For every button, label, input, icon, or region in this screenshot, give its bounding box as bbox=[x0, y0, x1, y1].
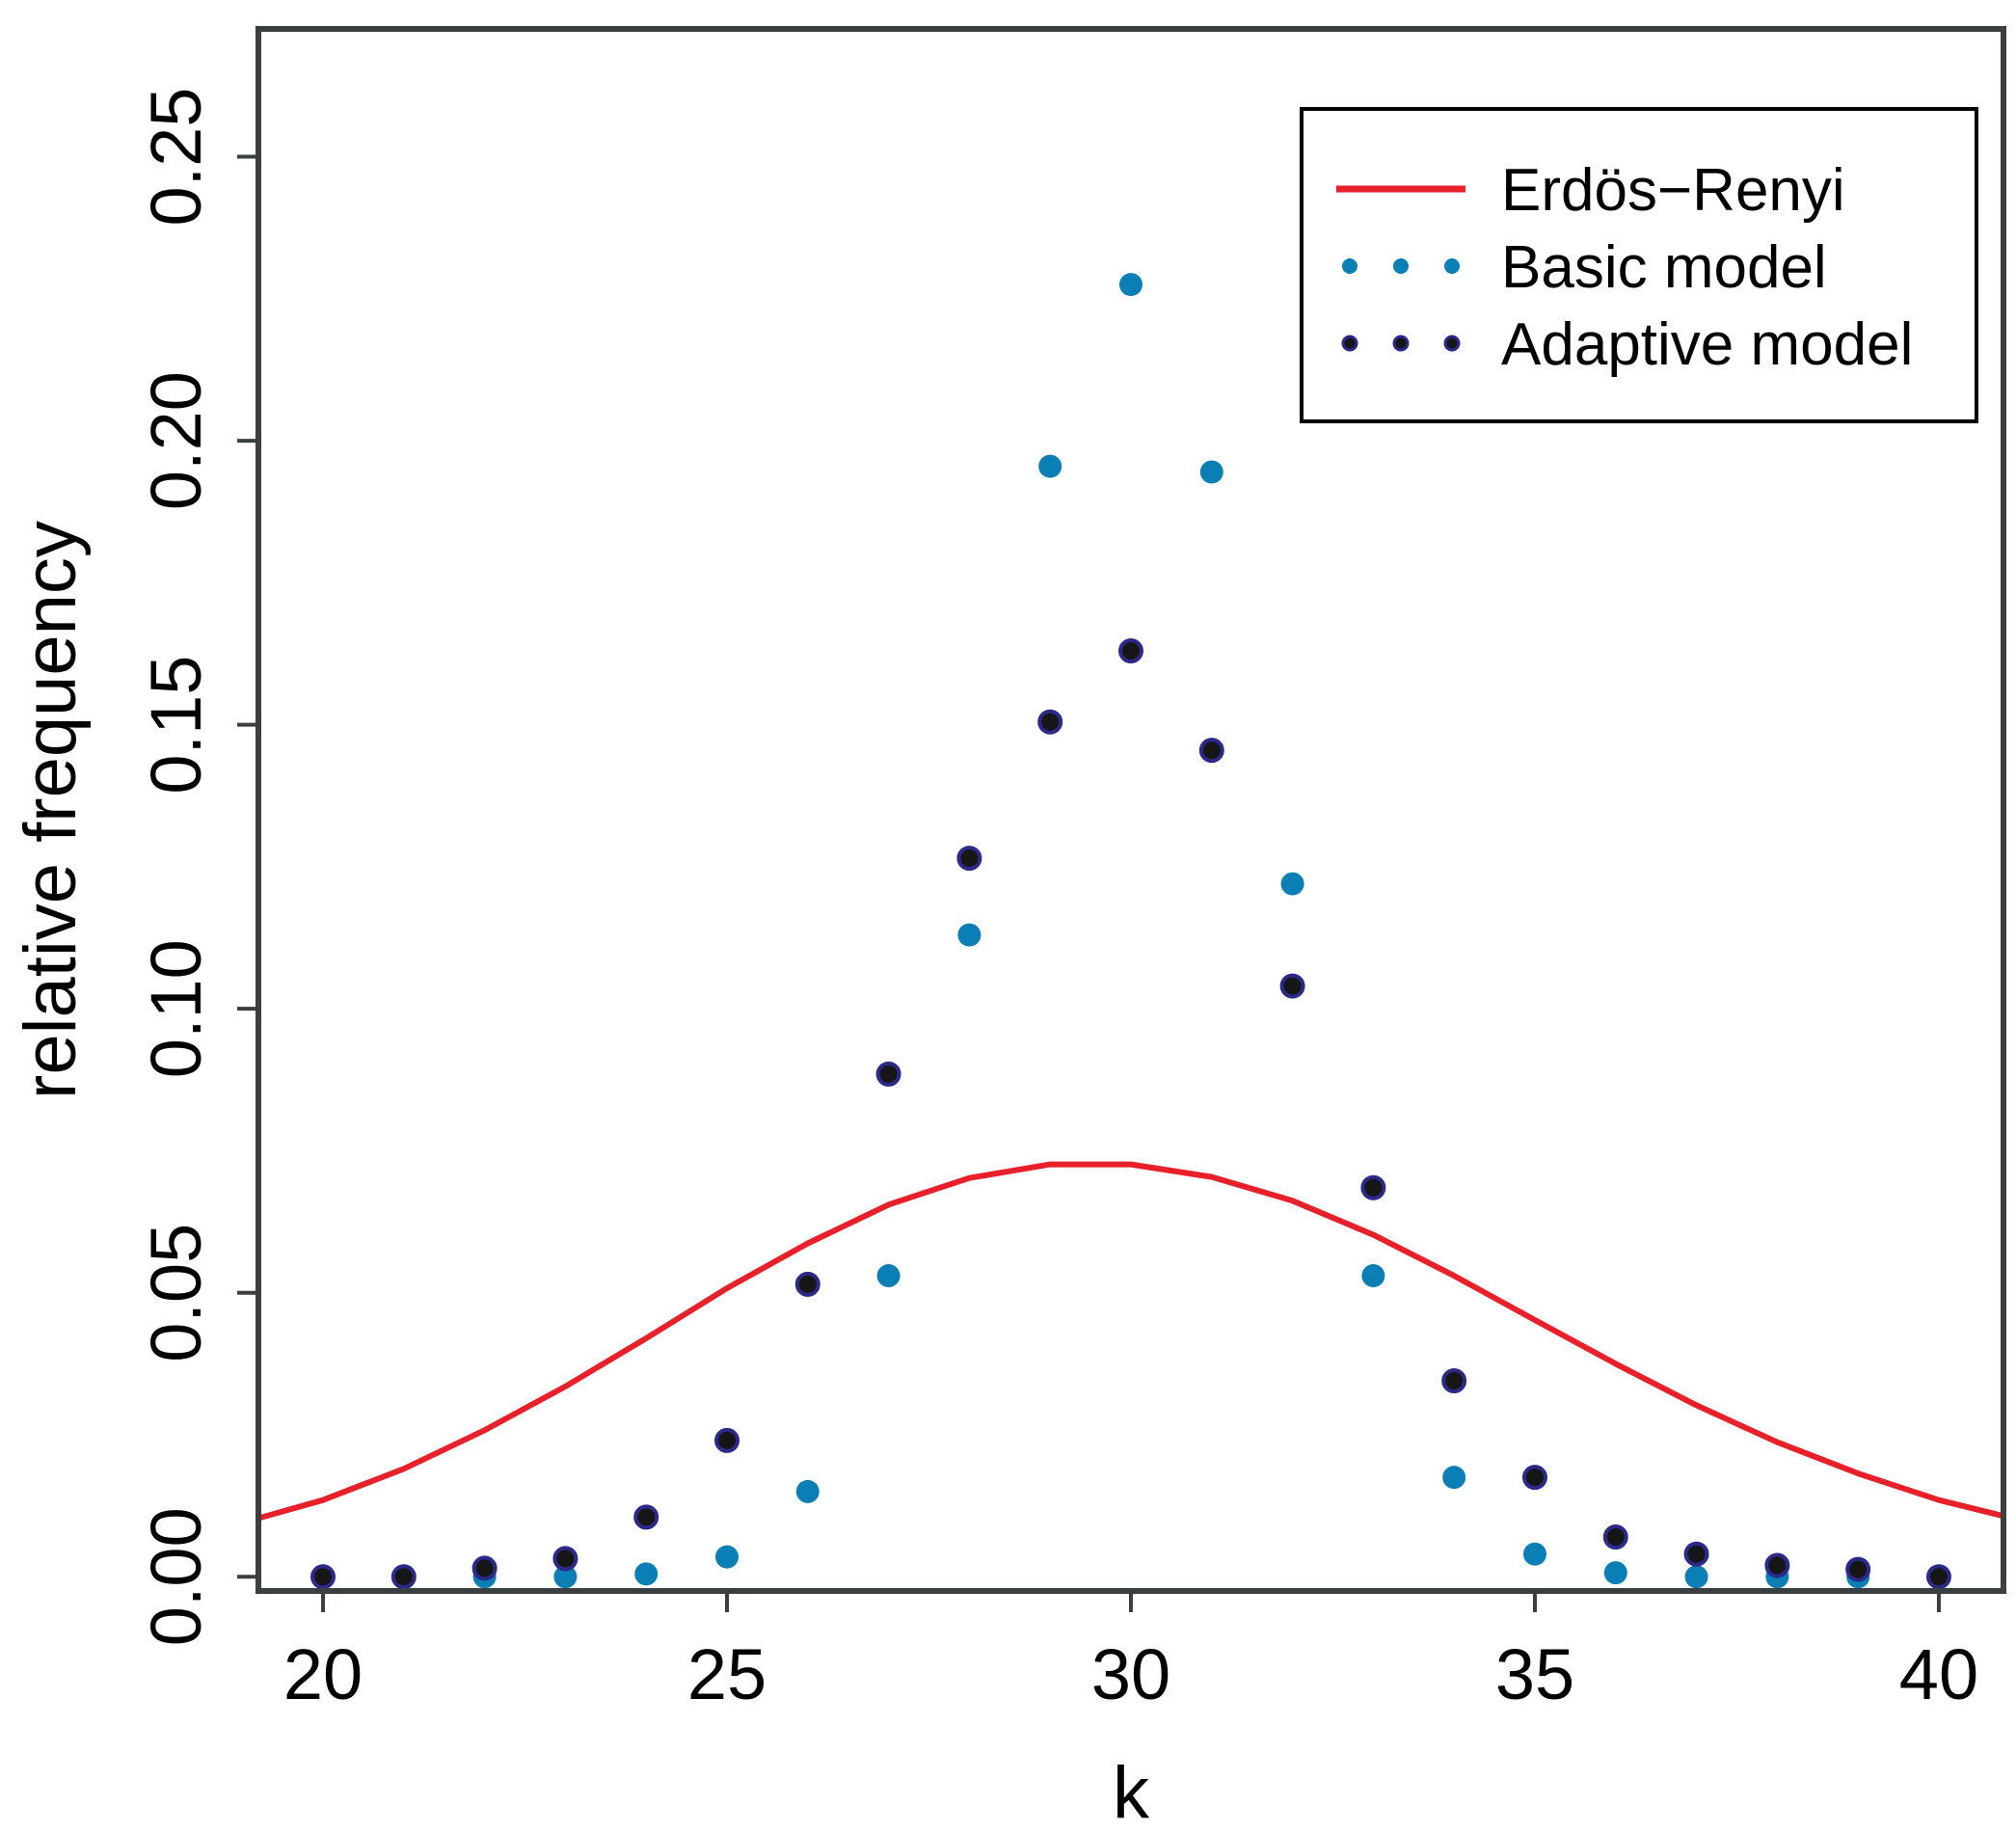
adaptive-model-point bbox=[390, 1564, 417, 1590]
y-tick-label: 0.05 bbox=[136, 1224, 216, 1362]
adaptive-model-point bbox=[1360, 1174, 1386, 1200]
x-tick-label: 30 bbox=[1091, 1634, 1170, 1714]
basic-model-point bbox=[715, 1545, 739, 1569]
x-tick-label: 20 bbox=[283, 1634, 363, 1714]
y-axis-title: relative frequency bbox=[10, 521, 92, 1099]
basic-model-point bbox=[1603, 1561, 1627, 1585]
legend-label: Erdös−Renyi bbox=[1501, 157, 1845, 224]
adaptive-model-point bbox=[1845, 1556, 1871, 1582]
x-axis-title: k bbox=[1113, 1752, 1150, 1833]
adaptive-model-point bbox=[1118, 638, 1143, 664]
x-axis: 20 25 30 35 40 bbox=[283, 1591, 1978, 1714]
legend-basic-model-swatch bbox=[1444, 258, 1460, 274]
adaptive-model-point bbox=[552, 1546, 578, 1572]
basic-model-point bbox=[1119, 273, 1142, 297]
y-tick-label: 0.10 bbox=[136, 939, 216, 1078]
y-tick-label: 0.25 bbox=[136, 88, 216, 227]
x-tick-label: 35 bbox=[1495, 1634, 1574, 1714]
adaptive-model-point bbox=[633, 1504, 659, 1530]
legend-basic-model-swatch bbox=[1342, 258, 1357, 274]
adaptive-model-point bbox=[1037, 709, 1063, 735]
basic-model-point bbox=[1199, 460, 1223, 484]
legend-adaptive-model-swatch bbox=[1443, 335, 1461, 352]
basic-model-point bbox=[957, 923, 981, 947]
legend-adaptive-model-swatch bbox=[1341, 335, 1358, 352]
legend-basic-model-swatch bbox=[1393, 258, 1409, 274]
legend-box bbox=[1300, 107, 1978, 423]
adaptive-model-point bbox=[875, 1061, 901, 1087]
adaptive-model-point bbox=[1925, 1564, 1951, 1590]
y-tick-label: 0.00 bbox=[136, 1507, 216, 1646]
adaptive-model-point bbox=[471, 1555, 497, 1581]
adaptive-model-point bbox=[714, 1427, 740, 1453]
basic-model-point bbox=[553, 1565, 578, 1589]
basic-model-point bbox=[876, 1264, 900, 1288]
adaptive-model-point bbox=[1521, 1465, 1547, 1491]
y-tick-label: 0.15 bbox=[136, 656, 216, 795]
adaptive-model-point bbox=[1683, 1541, 1709, 1567]
basic-model-point bbox=[634, 1562, 659, 1586]
y-tick-label: 0.20 bbox=[136, 371, 216, 510]
plot-series bbox=[258, 273, 2003, 1590]
adaptive-model-point bbox=[1279, 973, 1305, 999]
basic-model-point bbox=[795, 1479, 820, 1503]
adaptive-model-point bbox=[1602, 1524, 1628, 1550]
legend: Erdös−Renyi Basic model Adaptive model bbox=[1300, 107, 1978, 423]
adaptive-model-point bbox=[1441, 1368, 1467, 1394]
adaptive-model-point bbox=[1764, 1552, 1790, 1578]
x-tick-label: 40 bbox=[1899, 1634, 1978, 1714]
legend-label: Basic model bbox=[1501, 234, 1827, 301]
basic-model-point bbox=[1684, 1565, 1708, 1589]
x-tick-label: 25 bbox=[687, 1634, 766, 1714]
basic-model-point bbox=[1038, 454, 1062, 478]
adaptive-model-point bbox=[794, 1271, 820, 1297]
basic-model-point bbox=[1361, 1264, 1385, 1288]
adaptive-model-point bbox=[310, 1564, 336, 1590]
legend-entries: Erdös−Renyi Basic model Adaptive model bbox=[1336, 157, 1913, 378]
basic-model-point bbox=[1280, 872, 1304, 896]
y-axis: 0.00 0.05 0.10 0.15 0.20 0.25 bbox=[136, 88, 258, 1646]
erdos-renyi-line bbox=[258, 1161, 2003, 1522]
adaptive-model-point bbox=[956, 846, 982, 872]
basic-model-point bbox=[1442, 1466, 1466, 1490]
legend-adaptive-model-swatch bbox=[1392, 335, 1410, 352]
legend-label: Adaptive model bbox=[1501, 311, 1913, 378]
basic-model-point bbox=[1522, 1542, 1546, 1566]
adaptive-model-point bbox=[1198, 738, 1224, 764]
